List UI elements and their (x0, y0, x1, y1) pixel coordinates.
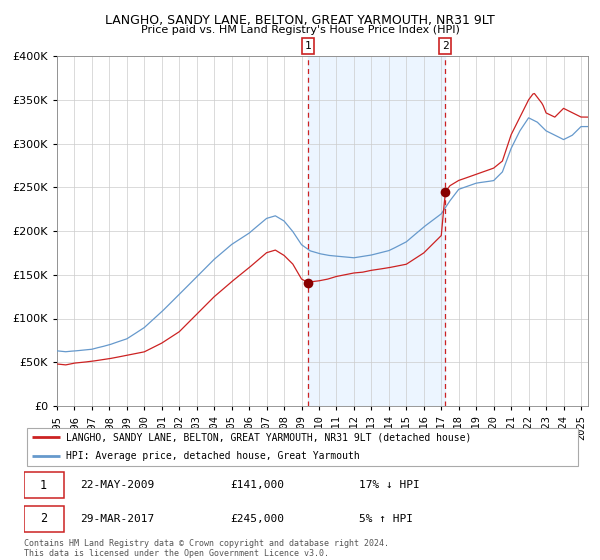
Text: Price paid vs. HM Land Registry's House Price Index (HPI): Price paid vs. HM Land Registry's House … (140, 25, 460, 35)
Text: 2: 2 (442, 41, 449, 51)
Text: LANGHO, SANDY LANE, BELTON, GREAT YARMOUTH, NR31 9LT (detached house): LANGHO, SANDY LANE, BELTON, GREAT YARMOU… (66, 432, 471, 442)
Text: HPI: Average price, detached house, Great Yarmouth: HPI: Average price, detached house, Grea… (66, 451, 359, 461)
FancyBboxPatch shape (24, 506, 64, 531)
Text: Contains HM Land Registry data © Crown copyright and database right 2024.
This d: Contains HM Land Registry data © Crown c… (24, 539, 389, 558)
FancyBboxPatch shape (24, 472, 64, 498)
Text: 17% ↓ HPI: 17% ↓ HPI (359, 480, 419, 490)
Text: 5% ↑ HPI: 5% ↑ HPI (359, 514, 413, 524)
Text: LANGHO, SANDY LANE, BELTON, GREAT YARMOUTH, NR31 9LT: LANGHO, SANDY LANE, BELTON, GREAT YARMOU… (105, 14, 495, 27)
Text: 1: 1 (305, 41, 311, 51)
Text: 1: 1 (40, 479, 47, 492)
Text: £141,000: £141,000 (230, 480, 284, 490)
Text: £245,000: £245,000 (230, 514, 284, 524)
Bar (308, 56, 445, 406)
Text: 22-MAY-2009: 22-MAY-2009 (80, 480, 154, 490)
Text: 29-MAR-2017: 29-MAR-2017 (80, 514, 154, 524)
Text: 2: 2 (40, 512, 47, 525)
FancyBboxPatch shape (27, 428, 578, 465)
